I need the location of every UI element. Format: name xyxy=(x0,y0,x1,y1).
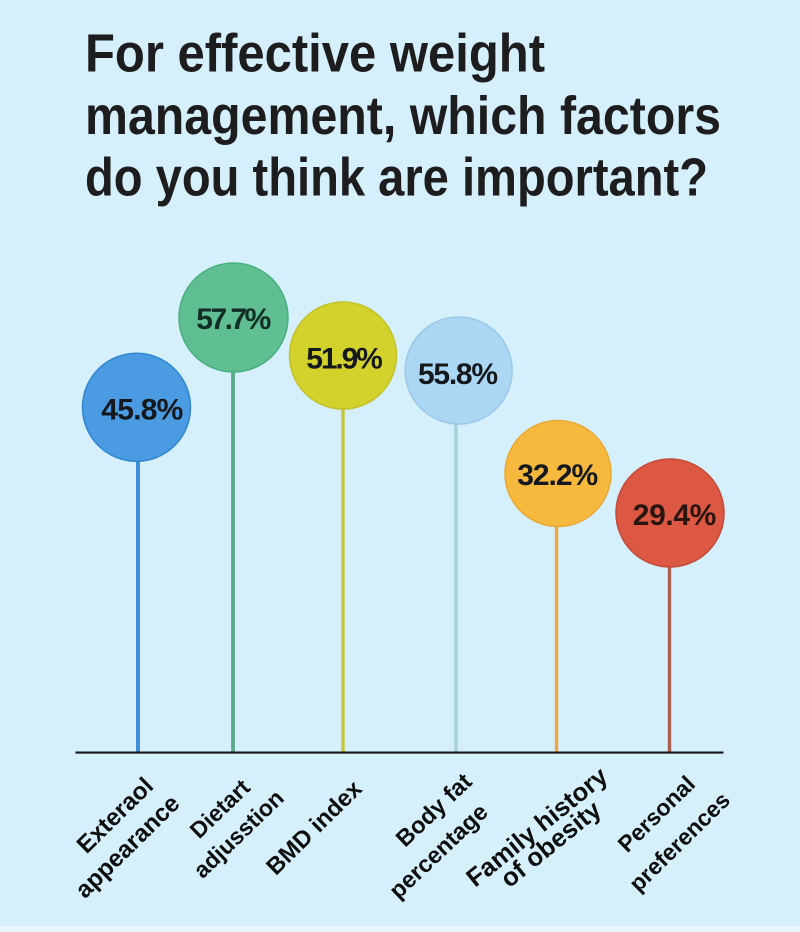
svg-text:32.2%: 32.2% xyxy=(517,459,598,492)
svg-text:do you think are important?: do you think are important? xyxy=(85,148,708,208)
svg-text:45.8%: 45.8% xyxy=(101,394,183,427)
svg-text:51.9%: 51.9% xyxy=(306,343,383,376)
svg-text:55.8%: 55.8% xyxy=(418,358,498,391)
svg-text:29.4%: 29.4% xyxy=(633,499,717,532)
svg-text:management, which factors: management, which factors xyxy=(85,86,721,146)
svg-text:57.7%: 57.7% xyxy=(196,303,271,336)
svg-text:For effective weight: For effective weight xyxy=(85,24,545,84)
